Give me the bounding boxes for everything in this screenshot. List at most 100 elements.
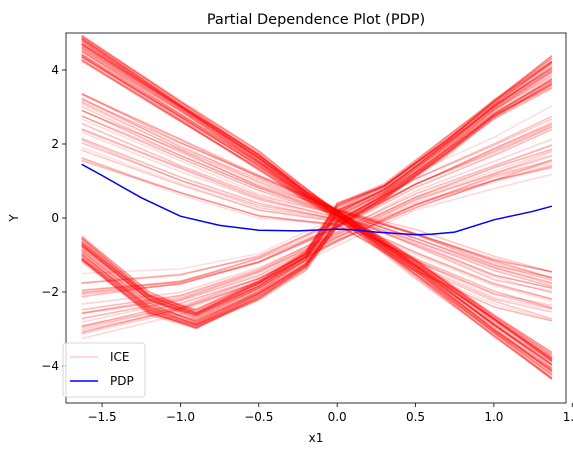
x-axis-ticks: −1.5 −1.0 −0.5 0.0 0.5 1.0 1.5 [87, 403, 573, 424]
ice-line [81, 63, 553, 318]
ice-line [81, 37, 553, 354]
ice-line [81, 35, 553, 355]
ice-line [81, 56, 553, 375]
ice-line [81, 82, 553, 326]
ice-line [81, 50, 553, 373]
ice-line [81, 83, 553, 327]
ice-line [81, 81, 553, 327]
ice-line [81, 137, 553, 309]
ice-line [81, 78, 553, 327]
ice-line [81, 58, 553, 379]
ice-line [81, 166, 553, 333]
ice-line [81, 43, 553, 362]
ice-line [81, 38, 553, 360]
ice-line [81, 55, 553, 312]
ice-line [81, 70, 553, 324]
ice-line [81, 38, 553, 361]
ice-line [81, 34, 553, 353]
ice-line [81, 151, 553, 320]
ice-line [81, 161, 553, 329]
ice-line [81, 131, 553, 302]
ice-line [81, 42, 553, 363]
ice-line [81, 138, 553, 305]
ice-line [81, 69, 553, 321]
x-tick-label: 1.5 [563, 410, 573, 424]
ice-line [81, 158, 553, 327]
ice-line [81, 92, 553, 273]
ice-line [81, 165, 553, 332]
ice-line [81, 48, 553, 370]
ice-line [81, 121, 553, 292]
ice-line [81, 55, 553, 311]
ice-line [81, 60, 553, 380]
x-axis-label: x1 [309, 431, 324, 445]
ice-line [81, 53, 553, 373]
ice-line [81, 38, 553, 359]
x-tick-label: −1.0 [166, 410, 195, 424]
ice-line [81, 125, 553, 294]
ice-line [81, 60, 553, 313]
ice-line [81, 149, 553, 313]
ice-line [81, 62, 553, 315]
ice-line [81, 145, 553, 314]
ice-line [81, 70, 553, 323]
ice-line [81, 88, 553, 328]
ice-line [81, 83, 553, 330]
ice-line [81, 67, 553, 320]
ice-line [81, 60, 553, 312]
ice-line [81, 80, 553, 325]
ice-line [81, 60, 553, 316]
ice-line [81, 58, 553, 379]
ice-line [81, 81, 553, 326]
ice-line [81, 87, 553, 329]
ice-line [81, 38, 553, 360]
ice-line [81, 40, 553, 362]
ice-line [81, 84, 553, 329]
ice-line [81, 157, 553, 320]
ice-line [81, 164, 553, 334]
ice-line [81, 86, 553, 329]
ice-line [81, 43, 553, 362]
ice-line [81, 98, 553, 279]
ice-line [81, 159, 553, 331]
ice-line [81, 37, 553, 356]
ice-line [81, 142, 553, 310]
ice-line [81, 79, 553, 328]
ice-line [81, 115, 553, 290]
x-tick-label: 1.0 [484, 410, 503, 424]
ice-line [81, 65, 553, 316]
ice-line [81, 124, 553, 294]
ice-line [81, 109, 553, 288]
legend-ice-label: ICE [110, 350, 130, 364]
ice-line [81, 67, 553, 317]
ice-line [81, 115, 553, 289]
legend: ICE PDP [62, 342, 146, 398]
pdp-line [81, 163, 553, 236]
y-tick-label: 4 [51, 63, 59, 77]
ice-line [81, 78, 553, 325]
y-axis-ticks: −4 −2 0 2 4 [41, 63, 66, 373]
ice-line [81, 44, 553, 366]
ice-line [81, 40, 553, 362]
ice-line [81, 129, 553, 300]
ice-line [81, 43, 553, 365]
ice-line [81, 93, 553, 273]
ice-line [81, 100, 553, 278]
ice-line [81, 78, 553, 325]
ice-line [81, 154, 553, 323]
ice-line [81, 122, 553, 293]
ice-line [81, 55, 553, 375]
ice-line [81, 75, 553, 323]
ice-line [81, 38, 553, 360]
ice-line [81, 50, 553, 374]
ice-line [81, 128, 553, 300]
ice-line [81, 36, 553, 357]
ice-line [81, 128, 553, 298]
ice-line [81, 146, 553, 310]
ice-line [81, 70, 553, 321]
ice-line [81, 45, 553, 367]
y-tick-label: −2 [41, 285, 59, 299]
y-axis-label: Y [7, 214, 21, 223]
ice-line [81, 66, 553, 320]
ice-line [81, 165, 553, 335]
